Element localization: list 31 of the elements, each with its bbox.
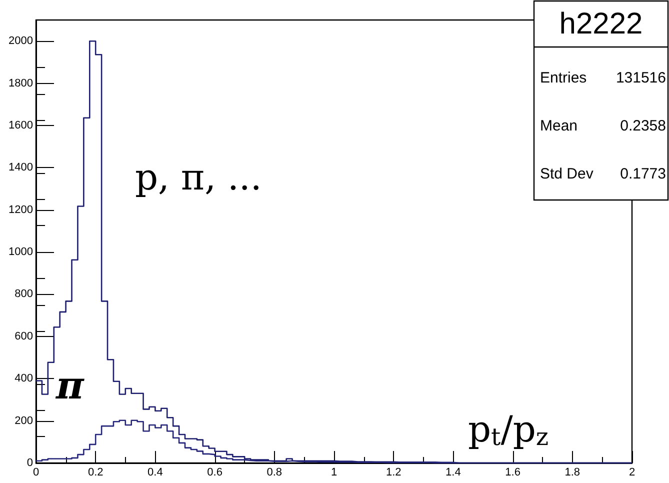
x-tick-label: 0.2 (88, 466, 104, 478)
annotation: 0.1773 (620, 166, 666, 182)
annotation: Std Dev (540, 166, 594, 182)
y-tick-label: 400 (14, 372, 33, 385)
annotation: 0.2358 (620, 118, 666, 134)
y-tick-label: 1400 (8, 162, 33, 174)
y-tick-label: 1600 (8, 119, 33, 132)
y-tick-label: 0 (26, 457, 33, 469)
x-tick-label: 2 (628, 466, 636, 478)
x-tick-label: 0.6 (207, 466, 222, 478)
chart-title: h2222 (559, 8, 643, 40)
y-tick-label: 600 (14, 330, 33, 342)
y-tick-label: 1200 (8, 204, 33, 216)
y-tick-label: 2000 (8, 35, 33, 48)
y-tick-label: 200 (14, 414, 33, 427)
x-tick-label: 1.8 (564, 466, 580, 478)
x-tick-label: 1.6 (505, 466, 520, 478)
x-tick-label: 1.4 (446, 466, 461, 478)
annotation: 131516 (616, 70, 666, 86)
x-tick-label: 1.2 (386, 466, 402, 478)
x-tick-label: 0.8 (266, 466, 282, 478)
x-tick-label: 0.4 (148, 466, 163, 478)
annotation: p, π, ... (135, 158, 262, 198)
annotation: π (55, 362, 85, 408)
x-tick-label: 1 (330, 466, 338, 478)
y-tick-label: 800 (14, 288, 33, 300)
y-tick-label: 1800 (8, 77, 33, 90)
y-tick-label: 1000 (8, 246, 33, 258)
annotation: Mean (540, 118, 578, 134)
x-axis-title: pt/pz (468, 410, 549, 451)
annotation: Entries (540, 70, 587, 86)
